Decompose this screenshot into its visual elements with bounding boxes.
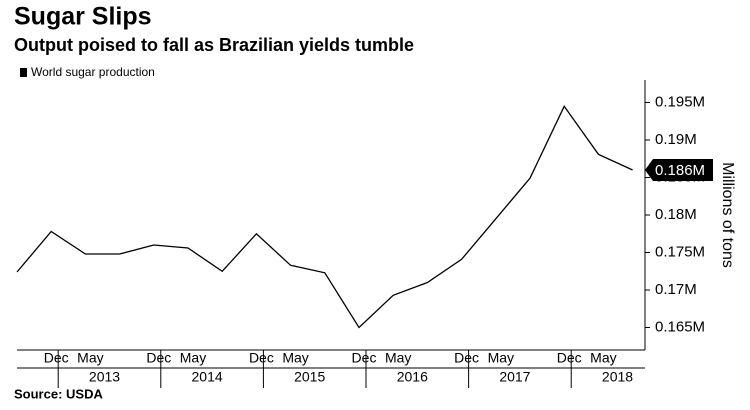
chart-title: Sugar Slips [14, 3, 152, 31]
x-tick-label: May [282, 350, 308, 366]
source: Source: USDA [14, 386, 103, 401]
year-label: 2018 [602, 369, 633, 385]
y-axis-label: Millions of tons [719, 162, 736, 268]
legend-swatch [20, 68, 27, 77]
y-tick-label: 0.165M [655, 318, 705, 335]
line [16, 105, 633, 329]
x-tick-label: Dec [249, 350, 274, 366]
year-label: 2014 [192, 369, 223, 385]
y-tick-label: 0.18M [655, 206, 697, 223]
year-label: 2015 [294, 369, 325, 385]
x-tick-label: Dec [454, 350, 479, 366]
y-tick-label: 0.195M [655, 93, 705, 110]
y-tick-label: 0.17M [655, 281, 697, 298]
x-tick-label: May [77, 350, 103, 366]
value-label-box [645, 159, 713, 181]
x-tick-label: Dec [557, 350, 582, 366]
chart-subtitle: Output poised to fall as Brazilian yield… [14, 35, 414, 55]
x-tick-label: Dec [146, 350, 171, 366]
x-tick-label: Dec [352, 350, 377, 366]
x-tick-label: May [488, 350, 514, 366]
x-tick-label: Dec [44, 350, 69, 366]
legend-label: World sugar production [31, 65, 155, 79]
value-label: 0.186M [655, 162, 705, 179]
year-label: 2017 [499, 369, 530, 385]
x-tick-label: May [180, 350, 206, 366]
y-tick-label: 0.175M [655, 243, 705, 260]
year-label: 2016 [397, 369, 428, 385]
x-tick-label: May [385, 350, 411, 366]
y-tick-label: 0.19M [655, 131, 697, 148]
x-tick-label: May [590, 350, 616, 366]
year-label: 2013 [89, 369, 120, 385]
